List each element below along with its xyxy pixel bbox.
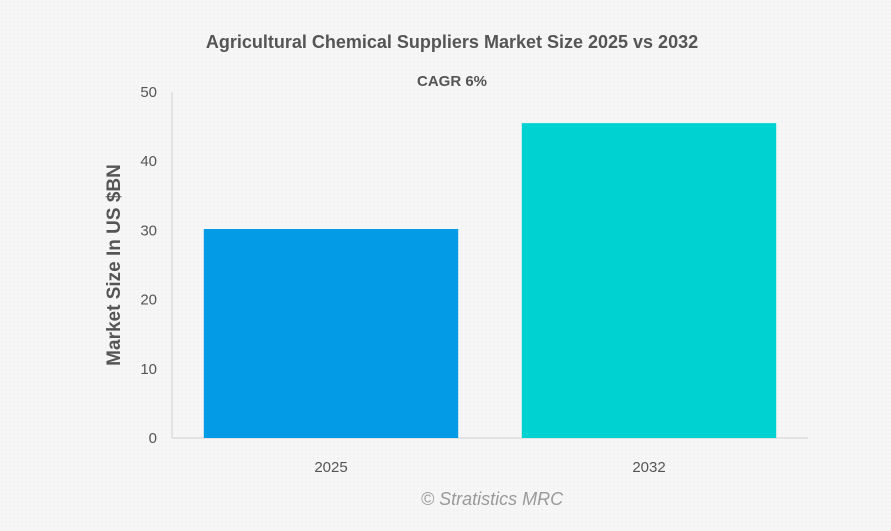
bar-2032 bbox=[521, 123, 777, 438]
y-axis-label: Market Size In US $BN bbox=[104, 164, 125, 366]
x-tick-label: 2032 bbox=[632, 459, 665, 476]
bars bbox=[203, 123, 777, 438]
chart-title: Agricultural Chemical Suppliers Market S… bbox=[206, 32, 698, 52]
y-tick-label: 30 bbox=[140, 222, 157, 239]
bar-2025 bbox=[203, 229, 459, 438]
y-axis-ticks: 0 10 20 30 40 50 bbox=[140, 84, 157, 447]
y-tick-label: 10 bbox=[140, 361, 157, 378]
y-tick-label: 50 bbox=[140, 84, 157, 101]
x-tick-label: 2025 bbox=[314, 459, 347, 476]
y-tick-label: 40 bbox=[140, 153, 157, 170]
credit-text: © Stratistics MRC bbox=[421, 489, 564, 509]
x-axis-ticks: 2025 2032 bbox=[314, 459, 665, 476]
chart-subtitle: CAGR 6% bbox=[417, 73, 487, 90]
y-tick-label: 0 bbox=[149, 430, 157, 447]
y-tick-label: 20 bbox=[140, 292, 157, 309]
